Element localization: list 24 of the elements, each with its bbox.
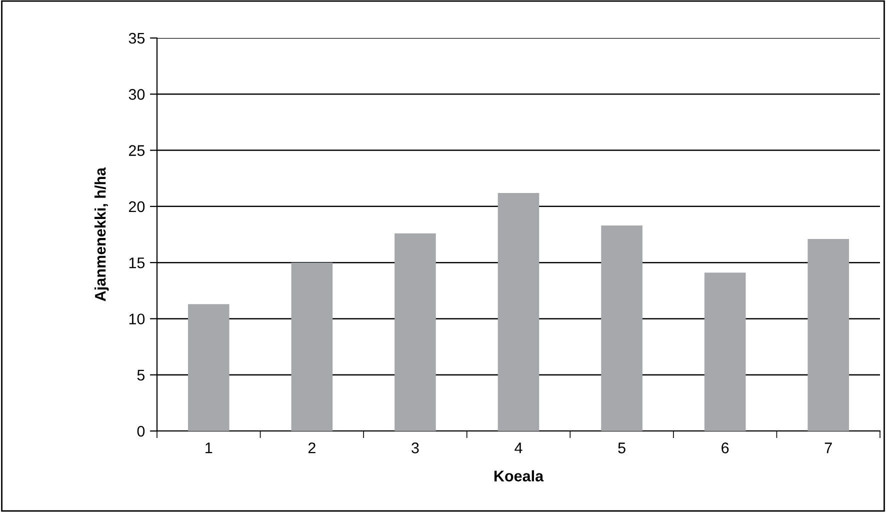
x-tick-label: 6 (722, 442, 729, 454)
bar (601, 226, 642, 431)
y-axis-title: Ajanmenekki, h/ha (94, 167, 109, 302)
x-tick-label: 2 (308, 442, 316, 454)
y-tick-label: 35 (128, 32, 145, 44)
x-tick-label: 3 (412, 442, 419, 454)
y-tick-label: 15 (129, 258, 145, 268)
y-tick-label: 5 (137, 370, 145, 381)
bar (394, 233, 436, 431)
x-tick-label: 5 (618, 442, 626, 454)
x-tick-label: 7 (824, 442, 832, 454)
bar (498, 192, 540, 431)
bar (808, 238, 850, 431)
x-axis-title: Koeala (494, 470, 544, 482)
y-tick-label: 0 (137, 426, 145, 437)
y-tick-label: 20 (128, 201, 145, 212)
y-tick-label: 10 (129, 314, 145, 324)
bar (291, 262, 333, 431)
y-tick-label: 30 (128, 89, 145, 100)
y-tick-label: 25 (128, 145, 145, 156)
x-tick-label: 1 (206, 442, 212, 454)
bar (188, 304, 230, 431)
x-tick-label: 4 (514, 442, 522, 454)
bar (704, 272, 746, 431)
